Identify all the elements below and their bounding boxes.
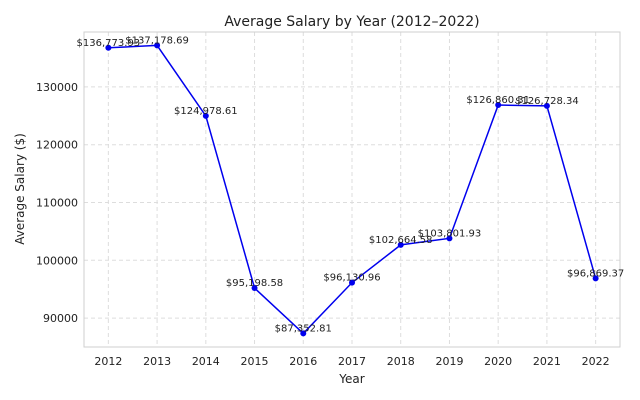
data-label: $126,728.34 [515,96,579,107]
y-tick-label: 100000 [36,254,78,267]
data-label: $96,869.37 [567,268,624,279]
data-point [251,285,258,292]
x-tick-label: 2013 [143,355,171,368]
data-labels: $136,773.93$137,178.69 $124,978.61 $95,198… [77,35,625,334]
x-tick-label: 2022 [582,355,610,368]
x-tick-label: 2021 [533,355,561,368]
x-axis-ticks: 2012 2013 2014 2015 2016 2017 2018 2019 2020 2021… [94,355,609,368]
data-point [202,112,209,119]
data-point [495,102,502,109]
y-tick-label: 130000 [36,81,78,94]
x-tick-label: 2016 [289,355,317,368]
data-label: $136,773.93 [77,38,141,49]
y-axis-ticks: 90000 100000 110000 120000 130000 [36,81,78,325]
chart-title: Average Salary by Year (2012–2022) [224,14,479,30]
y-tick-label: 90000 [43,312,78,325]
grid [84,32,620,347]
data-label: $102,664.58 [369,235,433,246]
data-label: $87,352.81 [275,323,332,334]
data-label: $96,130.96 [323,273,380,284]
x-axis-label: Year [338,372,364,386]
x-tick-label: 2017 [338,355,366,368]
y-axis-label: Average Salary ($) [13,133,27,245]
x-tick-label: 2014 [192,355,220,368]
x-tick-label: 2019 [435,355,463,368]
data-label: $124,978.61 [174,106,238,117]
data-label: $137,178.69 [125,35,189,46]
data-points [105,42,599,337]
data-point [105,44,112,51]
data-point [543,102,550,109]
data-point [154,42,161,49]
plot-frame [83,31,621,348]
data-label: $103,801.93 [418,228,482,239]
data-label: $126,860.31 [466,95,530,106]
y-tick-label: 120000 [36,139,78,152]
data-point [397,241,404,248]
x-tick-label: 2020 [484,355,512,368]
data-point [300,330,307,337]
x-tick-label: 2012 [94,355,122,368]
y-tick-label: 110000 [36,197,78,210]
data-point [349,279,355,286]
data-label: $95,198.58 [226,278,283,289]
x-tick-label: 2018 [387,355,415,368]
x-tick-label: 2015 [241,355,269,368]
data-point [446,235,453,242]
data-point [592,275,599,282]
